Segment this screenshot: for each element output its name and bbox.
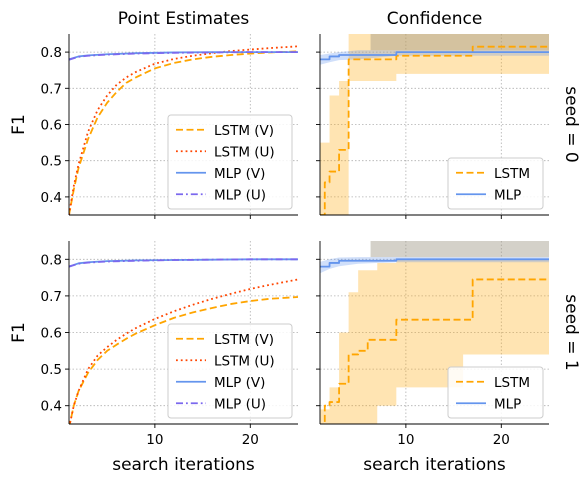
series-line [69,51,298,61]
legend-entry: LSTM (V) [214,332,274,348]
plot-area [320,241,549,424]
legend-entry: LSTM [494,375,530,391]
panel-title: Point Estimates [118,9,250,29]
x-tick-label: 10 [146,432,163,448]
legend-frame [167,323,293,419]
y-tick-label: 0.5 [41,154,62,170]
y-tick-label: 0.8 [41,45,62,61]
row-label: seed = 0 [561,86,581,162]
confidence-band [320,50,549,65]
x-tick-label: 20 [242,432,259,448]
panel-p11: 10 20 search iterations seed = 1 LSTM MLP [316,241,581,475]
panel-title: Confidence [387,9,483,29]
y-tick-label: 0.6 [41,326,62,342]
series-line [69,278,298,424]
row-label: seed = 1 [561,294,581,370]
legend-entry: MLP (U) [214,187,266,203]
legend-entry: LSTM (V) [214,123,274,139]
legend-entry: MLP (U) [214,396,266,412]
y-tick-label: 0.4 [41,399,62,415]
series-line [69,258,298,268]
y-tick-label: 0.8 [41,252,62,268]
y-axis-label: F1 [9,322,29,343]
panel-p01: Confidence seed = 0 LSTM MLP [316,9,581,219]
series-line [69,296,298,424]
legend-entry: MLP (V) [214,166,265,182]
legend: LSTM MLP [447,366,544,419]
y-axis-label: F1 [9,114,29,135]
legend-entry: MLP [494,396,521,412]
x-tick-label: 20 [493,432,510,448]
legend-entry: LSTM [494,166,530,182]
series-line [69,45,298,215]
y-tick-label: 0.7 [41,81,62,97]
confidence-band [320,259,549,424]
panel-p00: 0.4 0.5 0.6 0.7 0.8 Point Estimates F1 LSTM (V)… [9,9,298,219]
panel-p10: 0.4 0.5 0.6 0.7 0.8 10 20 search iterations F1 LS… [9,241,298,475]
y-tick-label: 0.6 [41,118,62,134]
legend-entry: LSTM (U) [214,144,275,160]
x-axis-label: search iterations [112,455,255,475]
series-line [320,51,549,61]
legend-entry: LSTM (U) [214,353,275,369]
confidence-band [370,241,549,258]
legend-entry: MLP (V) [214,375,265,391]
y-tick-label: 0.5 [41,362,62,378]
legend: LSTM (V) LSTM (U) MLP (V) MLP (U) [167,114,293,210]
series-line [69,50,298,215]
legend-entry: MLP [494,187,521,203]
y-tick-label: 0.4 [41,190,62,206]
x-tick-label: 10 [397,432,414,448]
series-line [320,258,549,268]
legend-frame [447,366,544,419]
legend-frame [167,114,293,210]
plot-area [320,34,549,215]
legend-frame [447,157,544,210]
x-axis-label: search iterations [363,455,506,475]
legend: LSTM (V) LSTM (U) MLP (V) MLP (U) [167,323,293,419]
series-line [323,278,549,424]
confidence-band [320,34,549,215]
series-line [320,45,549,215]
y-tick-label: 0.7 [41,289,62,305]
legend: LSTM MLP [447,157,544,210]
